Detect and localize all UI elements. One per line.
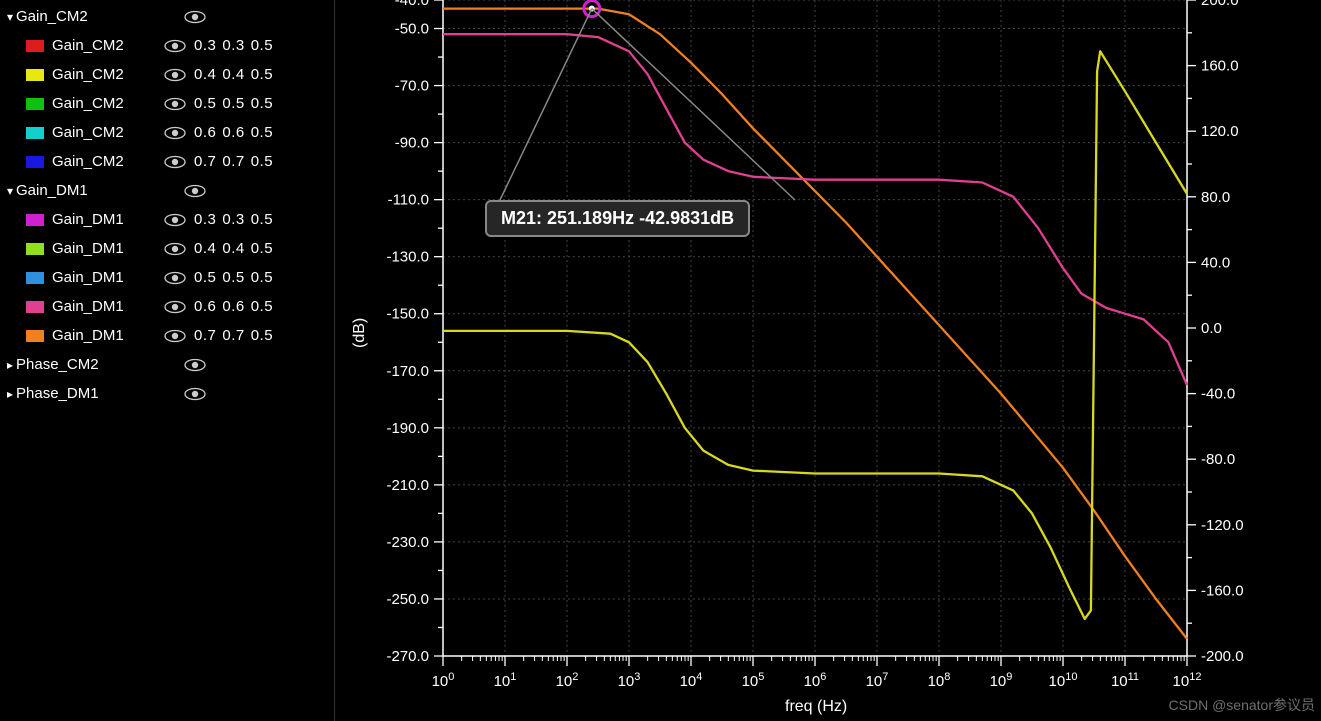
- legend-item[interactable]: Gain_CM2 0.40.40.5: [0, 60, 334, 89]
- color-swatch: [26, 272, 44, 284]
- svg-text:-150.0: -150.0: [386, 306, 429, 323]
- svg-text:-160.0: -160.0: [1201, 582, 1244, 599]
- svg-text:80.0: 80.0: [1201, 189, 1230, 206]
- svg-text:-270.0: -270.0: [386, 648, 429, 665]
- svg-text:-70.0: -70.0: [395, 78, 429, 95]
- svg-text:-210.0: -210.0: [386, 477, 429, 494]
- marker-tooltip[interactable]: M21: 251.189Hz -42.9831dB: [485, 200, 750, 237]
- legend-item[interactable]: Gain_CM2 0.50.50.5: [0, 89, 334, 118]
- plot-svg: -270.0 -250.0 -230.0 -210.0 -190.0 -170.0 -150…: [335, 0, 1321, 721]
- visibility-eye-icon[interactable]: [164, 97, 186, 111]
- legend-item-label: Gain_CM2: [52, 153, 164, 170]
- legend-item-params: 0.30.30.5: [194, 37, 279, 54]
- color-swatch: [26, 243, 44, 255]
- legend-item[interactable]: Gain_DM1 0.70.70.5: [0, 321, 334, 350]
- legend-item-label: Gain_CM2: [52, 37, 164, 54]
- svg-text:-190.0: -190.0: [386, 420, 429, 437]
- legend-item[interactable]: Gain_DM1 0.60.60.5: [0, 292, 334, 321]
- color-swatch: [26, 214, 44, 226]
- legend-item[interactable]: Gain_CM2 0.60.60.5: [0, 118, 334, 147]
- color-swatch: [26, 330, 44, 342]
- visibility-eye-icon[interactable]: [164, 242, 186, 256]
- svg-text:200.0: 200.0: [1201, 0, 1239, 9]
- visibility-eye-icon[interactable]: [164, 213, 186, 227]
- legend-group-label: Phase_DM1: [16, 385, 184, 402]
- legend-item-label: Gain_CM2: [52, 66, 164, 83]
- svg-text:-110.0: -110.0: [388, 192, 429, 209]
- svg-text:0.0: 0.0: [1201, 320, 1222, 337]
- color-swatch: [26, 69, 44, 81]
- svg-text:40.0: 40.0: [1201, 254, 1230, 271]
- visibility-eye-icon[interactable]: [164, 68, 186, 82]
- svg-text:-200.0: -200.0: [1201, 648, 1244, 665]
- legend-group-header[interactable]: ▸ Phase_DM1: [0, 379, 334, 408]
- visibility-eye-icon[interactable]: [164, 39, 186, 53]
- svg-text:-120.0: -120.0: [1201, 517, 1244, 534]
- legend-item-params: 0.40.40.5: [194, 66, 279, 83]
- visibility-eye-icon[interactable]: [164, 126, 186, 140]
- x-axis-label: freq (Hz): [785, 698, 847, 716]
- legend-item-params: 0.30.30.5: [194, 211, 279, 228]
- color-swatch: [26, 127, 44, 139]
- svg-text:-130.0: -130.0: [386, 249, 429, 266]
- visibility-eye-icon[interactable]: [164, 155, 186, 169]
- legend-item-params: 0.70.70.5: [194, 153, 279, 170]
- svg-text:160.0: 160.0: [1201, 58, 1239, 75]
- legend-item-params: 0.50.50.5: [194, 269, 279, 286]
- legend-item-label: Gain_DM1: [52, 269, 164, 286]
- legend-group-header[interactable]: ▾ Gain_DM1: [0, 176, 334, 205]
- svg-text:120.0: 120.0: [1201, 123, 1239, 140]
- legend-item-label: Gain_DM1: [52, 327, 164, 344]
- tree-toggle-icon[interactable]: ▾: [4, 184, 16, 198]
- legend-group-label: Gain_CM2: [16, 8, 184, 25]
- visibility-eye-icon[interactable]: [184, 387, 206, 401]
- legend-item[interactable]: Gain_CM2 0.70.70.5: [0, 147, 334, 176]
- legend-group-label: Gain_DM1: [16, 182, 184, 199]
- svg-text:-230.0: -230.0: [386, 534, 429, 551]
- legend-item[interactable]: Gain_DM1 0.50.50.5: [0, 263, 334, 292]
- legend-item-params: 0.50.50.5: [194, 95, 279, 112]
- color-swatch: [26, 301, 44, 313]
- legend-item-params: 0.40.40.5: [194, 240, 279, 257]
- legend-item[interactable]: Gain_DM1 0.30.30.5: [0, 205, 334, 234]
- visibility-eye-icon[interactable]: [184, 184, 206, 198]
- tree-toggle-icon[interactable]: ▸: [4, 387, 16, 401]
- visibility-eye-icon[interactable]: [184, 10, 206, 24]
- svg-text:-90.0: -90.0: [395, 135, 429, 152]
- legend-item[interactable]: Gain_DM1 0.40.40.5: [0, 234, 334, 263]
- y-left-axis-label: (dB): [351, 318, 369, 348]
- bode-plot: -270.0 -250.0 -230.0 -210.0 -190.0 -170.0 -150…: [335, 0, 1321, 721]
- color-swatch: [26, 156, 44, 168]
- legend-item-params: 0.60.60.5: [194, 298, 279, 315]
- svg-text:-40.0: -40.0: [1201, 386, 1235, 403]
- legend-item-label: Gain_CM2: [52, 95, 164, 112]
- visibility-eye-icon[interactable]: [164, 329, 186, 343]
- svg-text:-80.0: -80.0: [1201, 451, 1235, 468]
- legend-group-header[interactable]: ▸ Phase_CM2: [0, 350, 334, 379]
- legend-item-params: 0.70.70.5: [194, 327, 279, 344]
- legend-item-label: Gain_DM1: [52, 211, 164, 228]
- legend-item-label: Gain_CM2: [52, 124, 164, 141]
- legend-item-label: Gain_DM1: [52, 240, 164, 257]
- legend-item-params: 0.60.60.5: [194, 124, 279, 141]
- legend-group-header[interactable]: ▾ Gain_CM2: [0, 2, 334, 31]
- tree-toggle-icon[interactable]: ▾: [4, 10, 16, 24]
- visibility-eye-icon[interactable]: [164, 300, 186, 314]
- color-swatch: [26, 40, 44, 52]
- legend-item-label: Gain_DM1: [52, 298, 164, 315]
- tree-toggle-icon[interactable]: ▸: [4, 358, 16, 372]
- svg-text:-170.0: -170.0: [386, 363, 429, 380]
- visibility-eye-icon[interactable]: [164, 271, 186, 285]
- legend-item[interactable]: Gain_CM2 0.30.30.5: [0, 31, 334, 60]
- color-swatch: [26, 98, 44, 110]
- svg-text:-50.0: -50.0: [395, 21, 429, 38]
- legend-group-label: Phase_CM2: [16, 356, 184, 373]
- svg-text:-40.0: -40.0: [395, 0, 429, 9]
- legend-panel: ▾ Gain_CM2 Gain_CM2 0.30.30.5 Gain_CM2 0…: [0, 0, 335, 721]
- svg-text:-250.0: -250.0: [386, 591, 429, 608]
- visibility-eye-icon[interactable]: [184, 358, 206, 372]
